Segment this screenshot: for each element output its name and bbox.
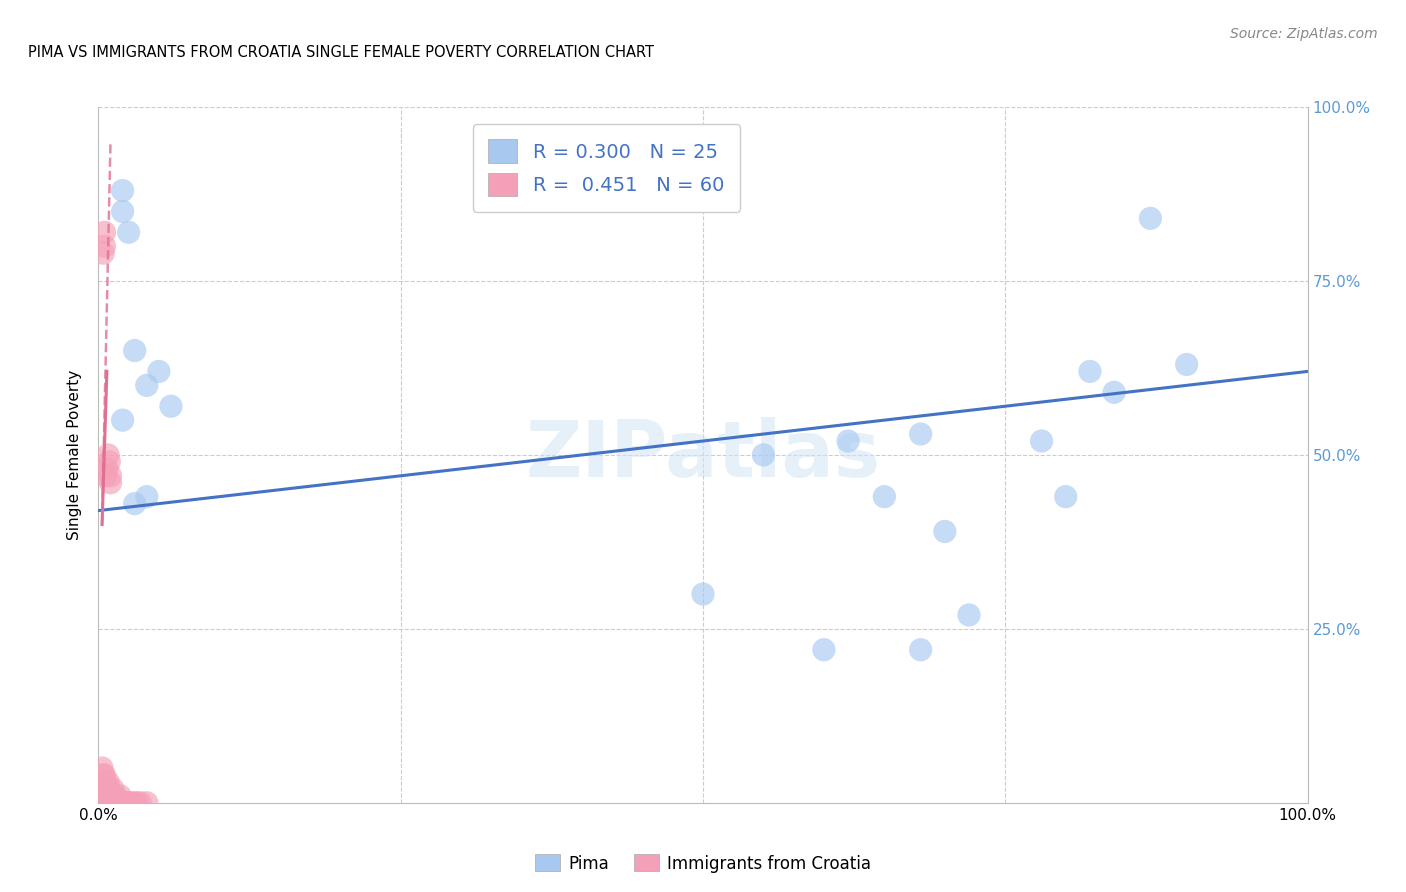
Y-axis label: Single Female Poverty: Single Female Poverty [67, 370, 83, 540]
Point [104, 789, 127, 803]
Point [120, 796, 142, 810]
Point [135, 490, 157, 504]
Point [97, 775, 120, 789]
Point [110, 796, 132, 810]
Point [115, 796, 138, 810]
Point [957, 607, 980, 622]
Point [94, 789, 117, 803]
Point [93, 789, 115, 803]
Point [114, 796, 136, 810]
Point [96, 789, 118, 803]
Point [111, 413, 134, 427]
Point [91, 781, 114, 796]
Point [100, 468, 122, 483]
Point [752, 448, 775, 462]
Point [97, 448, 120, 462]
Point [112, 796, 135, 810]
Point [910, 642, 932, 657]
Point [108, 796, 131, 810]
Point [94, 796, 117, 810]
Point [91, 775, 114, 789]
Point [100, 475, 122, 490]
Text: ZIPatlas: ZIPatlas [526, 417, 880, 493]
Point [127, 796, 149, 810]
Legend: Pima, Immigrants from Croatia: Pima, Immigrants from Croatia [529, 847, 877, 880]
Point [91, 761, 114, 775]
Point [91, 796, 114, 810]
Point [94, 775, 117, 789]
Point [97, 789, 120, 803]
Point [1175, 358, 1198, 372]
Point [96, 796, 118, 810]
Point [124, 796, 146, 810]
Point [103, 789, 125, 803]
Point [101, 781, 124, 796]
Point [1054, 490, 1077, 504]
Text: PIMA VS IMMIGRANTS FROM CROATIA SINGLE FEMALE POVERTY CORRELATION CHART: PIMA VS IMMIGRANTS FROM CROATIA SINGLE F… [28, 45, 654, 60]
Point [93, 796, 115, 810]
Point [91, 781, 114, 796]
Point [873, 490, 896, 504]
Point [96, 781, 118, 796]
Point [124, 343, 146, 358]
Point [111, 204, 134, 219]
Point [1078, 364, 1101, 378]
Point [692, 587, 714, 601]
Point [100, 796, 122, 810]
Point [813, 642, 835, 657]
Point [93, 239, 115, 253]
Point [91, 768, 114, 782]
Point [1102, 385, 1125, 400]
Point [108, 796, 131, 810]
Point [103, 796, 125, 810]
Point [98, 455, 121, 469]
Point [160, 399, 183, 413]
Point [91, 789, 114, 803]
Point [98, 796, 121, 810]
Point [98, 781, 121, 796]
Point [91, 789, 114, 803]
Legend: R = 0.300   N = 25, R =  0.451   N = 60: R = 0.300 N = 25, R = 0.451 N = 60 [472, 124, 740, 212]
Point [93, 781, 115, 796]
Point [93, 768, 115, 782]
Point [94, 468, 117, 483]
Point [100, 796, 122, 810]
Point [118, 225, 141, 239]
Point [104, 796, 127, 810]
Point [1139, 211, 1161, 226]
Point [93, 225, 115, 239]
Point [91, 775, 114, 789]
Point [96, 462, 118, 476]
Point [101, 796, 124, 810]
Point [107, 796, 129, 810]
Point [135, 378, 157, 392]
Point [111, 184, 134, 198]
Point [108, 789, 131, 803]
Point [100, 789, 122, 803]
Point [135, 796, 157, 810]
Point [91, 246, 114, 260]
Point [1031, 434, 1053, 448]
Point [105, 796, 128, 810]
Text: Source: ZipAtlas.com: Source: ZipAtlas.com [1230, 27, 1378, 41]
Point [124, 497, 146, 511]
Point [148, 364, 170, 378]
Point [97, 796, 120, 810]
Point [118, 796, 141, 810]
Point [100, 789, 122, 803]
Point [111, 796, 134, 810]
Point [837, 434, 859, 448]
Point [910, 427, 932, 442]
Point [91, 796, 114, 810]
Point [129, 796, 152, 810]
Point [934, 524, 956, 539]
